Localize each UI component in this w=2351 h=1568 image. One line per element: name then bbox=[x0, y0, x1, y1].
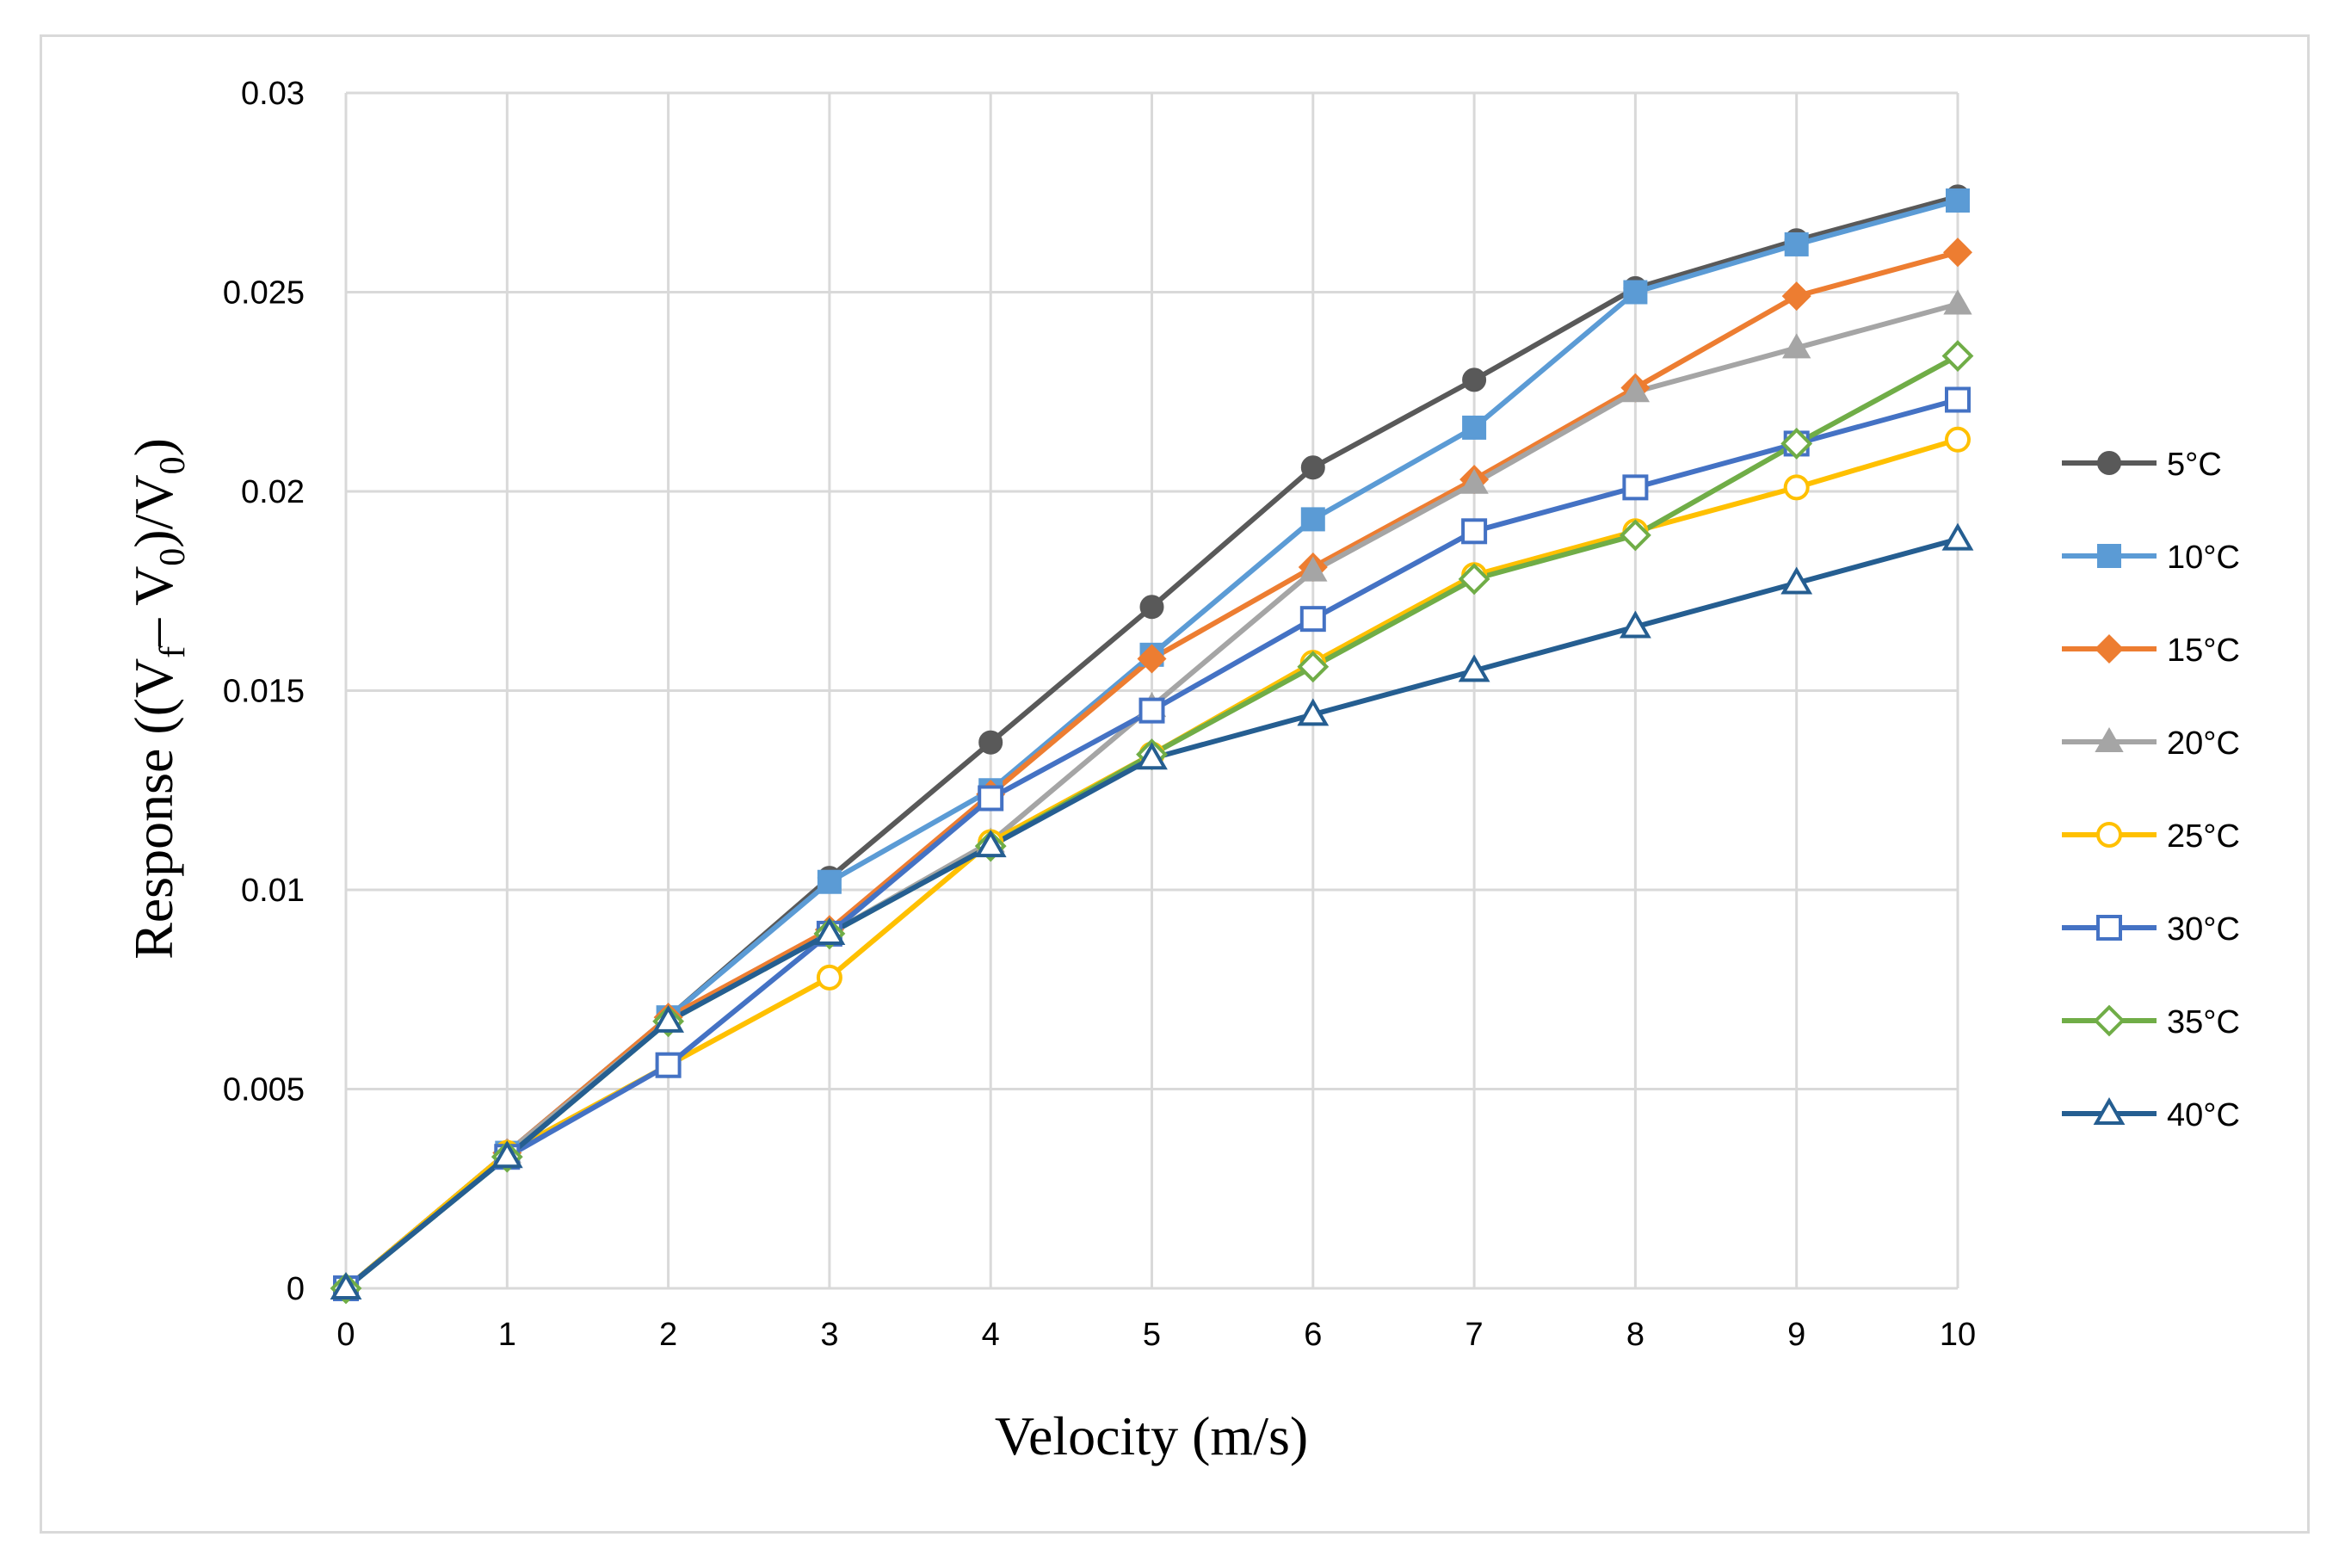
series-10C-point bbox=[1946, 188, 1970, 213]
series-30C-point bbox=[978, 785, 1004, 812]
legend-30C-marker bbox=[2096, 915, 2122, 941]
x-tick-label: 10 bbox=[1940, 1317, 1976, 1353]
legend-5C-marker bbox=[2097, 451, 2121, 475]
series-30C-point bbox=[1945, 386, 1971, 413]
legend-5C-label: 5°C bbox=[2167, 447, 2222, 483]
legend-25C-label: 25°C bbox=[2167, 818, 2240, 855]
x-tick-label: 8 bbox=[1626, 1317, 1644, 1353]
series-5C-point bbox=[1139, 595, 1164, 620]
series-10C-point bbox=[817, 869, 842, 894]
series-30C-point bbox=[1299, 606, 1326, 633]
legend-30C-label: 30°C bbox=[2167, 911, 2240, 948]
series-15C-point bbox=[1781, 281, 1811, 312]
series-5C-point bbox=[1300, 455, 1325, 480]
legend-20C-marker bbox=[2095, 727, 2124, 753]
legend-25C-marker bbox=[2096, 822, 2122, 848]
legend-10C-label: 10°C bbox=[2167, 540, 2240, 576]
series-25C-point bbox=[1783, 474, 1810, 501]
y-tick-label: 0.015 bbox=[223, 674, 305, 710]
series-40C-point bbox=[1458, 654, 1490, 682]
series-35C-point bbox=[1458, 563, 1490, 596]
series-30C-point bbox=[1138, 697, 1165, 724]
series-15C-point bbox=[1942, 238, 1973, 268]
series-5C-point bbox=[1462, 367, 1487, 392]
y-tick-label: 0.03 bbox=[241, 76, 305, 112]
series-25C-point bbox=[816, 964, 842, 991]
legend-15C-label: 15°C bbox=[2167, 633, 2240, 669]
y-axis-title: Response ((Vf– V0)/V0) bbox=[123, 438, 193, 960]
series-20C-point bbox=[1620, 377, 1651, 403]
legend-40C-marker bbox=[2093, 1097, 2126, 1126]
x-tick-label: 2 bbox=[659, 1317, 677, 1353]
y-tick-label: 0.01 bbox=[241, 873, 305, 909]
grid-lines bbox=[344, 91, 1959, 1290]
series-40C-point bbox=[491, 1140, 523, 1169]
y-tick-label: 0.025 bbox=[223, 275, 305, 312]
series-25C-point bbox=[1945, 426, 1971, 453]
y-tick-label: 0 bbox=[287, 1271, 305, 1307]
series-30C-point bbox=[655, 1052, 682, 1078]
x-axis-title: Velocity (m/s) bbox=[995, 1405, 1308, 1466]
legend-35C-label: 35°C bbox=[2167, 1004, 2240, 1040]
series-10C-point bbox=[1300, 507, 1325, 532]
legend: 5°C 10°C 15°C 20°C 25°C 30°C 35°C 40°C bbox=[2062, 447, 2240, 1133]
series-40C-point bbox=[330, 1272, 362, 1300]
x-tick-label: 4 bbox=[982, 1317, 1000, 1353]
series-30C-point bbox=[1622, 474, 1649, 501]
x-tick-label: 9 bbox=[1787, 1317, 1805, 1353]
y-tick-label: 0.005 bbox=[223, 1072, 305, 1108]
x-tick-label: 1 bbox=[498, 1317, 516, 1353]
series-40C-point bbox=[1297, 698, 1330, 726]
series-30C-point bbox=[1461, 518, 1488, 545]
tick-labels: 0 0.005 0.01 0.015 0.02 0.025 0.03 0 1 2 3 4 5 6 7 8 9 10 bbox=[223, 76, 1976, 1353]
x-tick-label: 0 bbox=[336, 1317, 355, 1353]
series-40C-point bbox=[1136, 742, 1168, 770]
legend-40C-label: 40°C bbox=[2167, 1097, 2240, 1133]
legend-35C-marker bbox=[2093, 1004, 2126, 1037]
series-35C-point bbox=[1780, 428, 1813, 460]
series-40C-point bbox=[974, 830, 1007, 858]
series-20C-point bbox=[1299, 556, 1328, 582]
series-20C-point bbox=[1459, 468, 1489, 494]
series-40C-point bbox=[1941, 522, 1974, 551]
series-5C-point bbox=[978, 730, 1003, 755]
legend-15C-marker bbox=[2094, 633, 2125, 664]
x-tick-label: 7 bbox=[1466, 1317, 1484, 1353]
x-tick-label: 3 bbox=[820, 1317, 838, 1353]
series-35C-point bbox=[1941, 340, 1974, 373]
series-40C-point bbox=[1780, 566, 1813, 595]
legend-10C-marker bbox=[2097, 544, 2121, 568]
series-40C-point bbox=[813, 917, 846, 945]
series-group bbox=[330, 184, 1974, 1305]
legend-20C-label: 20°C bbox=[2167, 725, 2240, 762]
series-15C-point bbox=[1137, 644, 1167, 674]
series-40C-point bbox=[1619, 610, 1651, 639]
series-20C-point bbox=[1943, 289, 1972, 315]
series-35C-point bbox=[1619, 519, 1651, 552]
series-40C-point bbox=[652, 1004, 685, 1033]
y-tick-label: 0.02 bbox=[241, 474, 305, 510]
series-35C-point bbox=[1297, 651, 1330, 683]
x-tick-label: 6 bbox=[1304, 1317, 1322, 1353]
chart-frame bbox=[40, 34, 2310, 1534]
series-10C-point bbox=[1784, 231, 1809, 256]
x-tick-label: 5 bbox=[1143, 1317, 1161, 1353]
series-10C-point bbox=[1462, 415, 1487, 440]
series-20C-point bbox=[1782, 333, 1811, 359]
series-10C-point bbox=[1623, 280, 1648, 305]
